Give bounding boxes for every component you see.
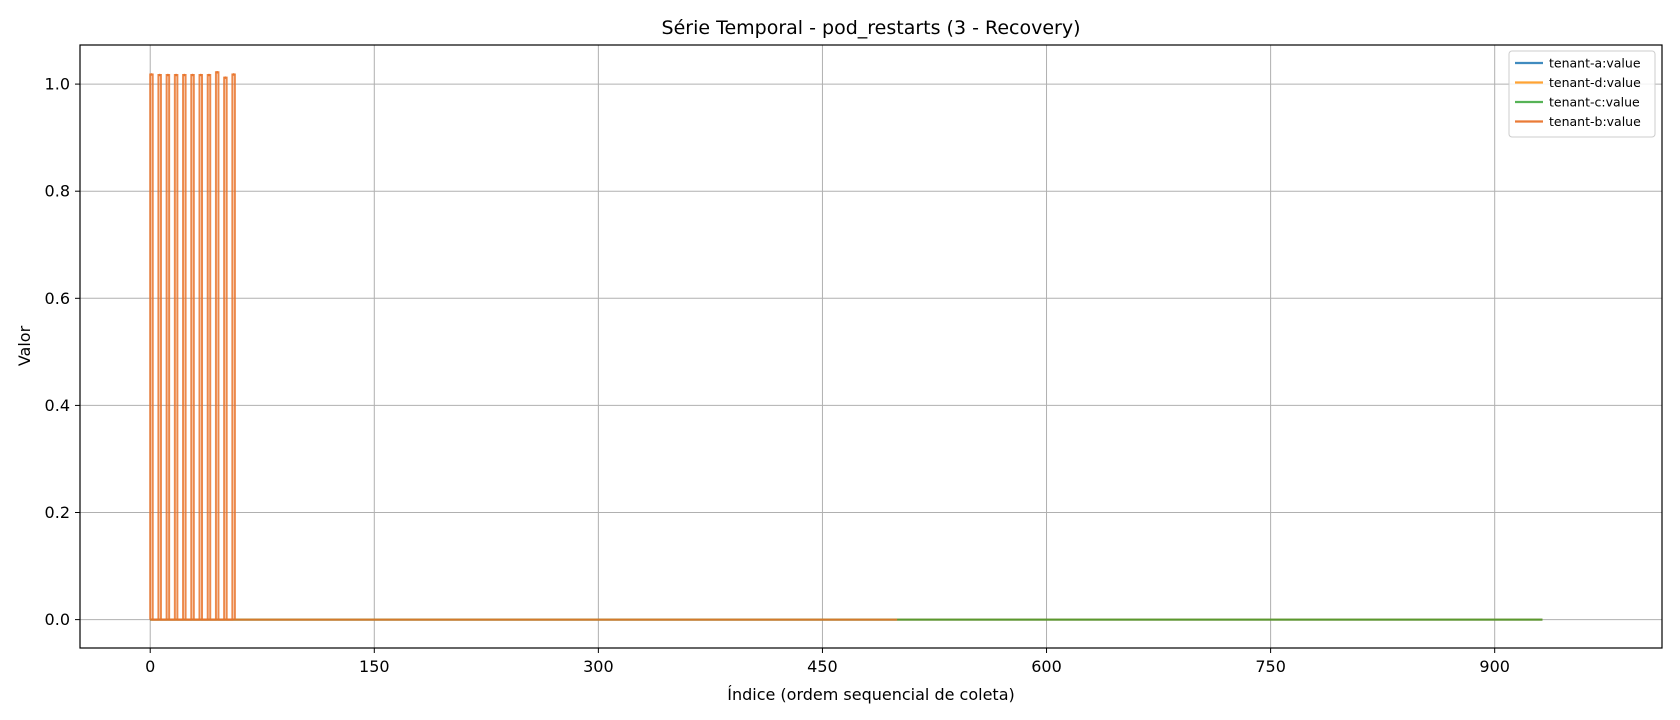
x-tick-label: 750	[1255, 657, 1286, 676]
y-axis-ticks: 0.0 0.2 0.4 0.6 0.8 1.0	[45, 75, 80, 629]
data-point	[232, 73, 235, 76]
x-tick-label: 300	[583, 657, 614, 676]
legend-label: tenant-a:value	[1549, 56, 1641, 71]
plot-series	[149, 71, 1543, 621]
chart-title: Série Temporal - pod_restarts (3 - Recov…	[662, 17, 1081, 39]
legend-box	[1508, 50, 1656, 138]
data-point	[207, 73, 211, 77]
data-point	[199, 73, 203, 77]
x-tick-label: 150	[359, 657, 390, 676]
series-tenant-b-value	[149, 71, 898, 621]
y-tick-label: 0.0	[45, 610, 70, 629]
x-axis-ticks: 0 150 300 450 600 750 900	[145, 648, 1510, 676]
data-point	[183, 73, 186, 77]
data-point	[158, 73, 161, 77]
data-point	[174, 73, 178, 77]
x-tick-label: 900	[1479, 657, 1510, 676]
data-point	[215, 71, 219, 74]
x-tick-label: 600	[1031, 657, 1062, 676]
plot-frame	[79, 44, 1663, 649]
y-tick-label: 0.2	[45, 503, 70, 522]
legend-label: tenant-b:value	[1549, 114, 1641, 129]
y-axis-label: Valor	[15, 325, 34, 366]
legend: tenant-a:value tenant-d:value tenant-c:val…	[1508, 50, 1656, 138]
data-point	[166, 73, 170, 77]
y-tick-label: 0.4	[45, 396, 70, 415]
y-tick-label: 0.8	[45, 182, 70, 201]
x-axis-label: Índice (ordem sequencial de coleta)	[727, 685, 1015, 704]
data-point	[191, 73, 194, 77]
y-tick-label: 0.6	[45, 289, 70, 308]
grid	[80, 45, 1662, 648]
x-tick-label: 0	[145, 657, 155, 676]
data-point	[150, 73, 153, 76]
x-tick-label: 450	[807, 657, 838, 676]
y-tick-label: 1.0	[45, 75, 70, 94]
data-point	[224, 76, 227, 79]
legend-label: tenant-d:value	[1549, 75, 1641, 90]
legend-label: tenant-c:value	[1549, 95, 1640, 110]
